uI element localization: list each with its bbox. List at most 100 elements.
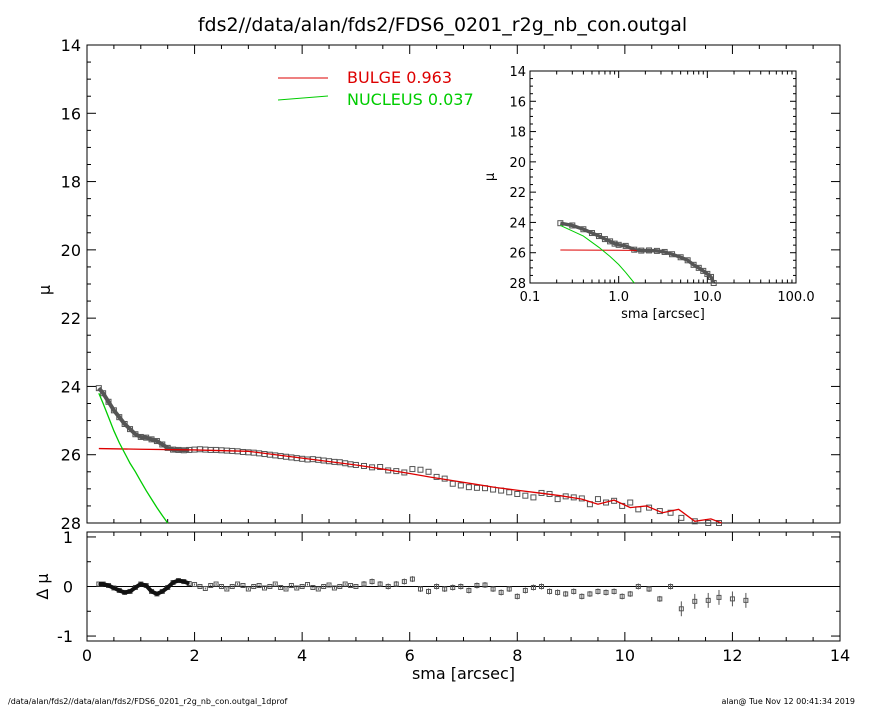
main-data-band: [97, 386, 190, 453]
residual-point: [530, 584, 536, 590]
residual-point: [555, 589, 561, 595]
residual-point: [272, 581, 278, 587]
residual-point: [595, 588, 601, 594]
residual-point: [458, 584, 464, 589]
main-data-point: [678, 514, 685, 521]
main-data-point: [627, 499, 634, 506]
main-ytick-label: 16: [61, 104, 81, 123]
inset-xtick-label: 0.1: [520, 290, 541, 305]
residual-xlabel: sma [arcsec]: [412, 664, 515, 683]
main-bulge-line: [98, 447, 722, 524]
residual-point: [245, 586, 251, 592]
residual-xtick-label: 10: [615, 646, 635, 665]
residual-point: [192, 582, 198, 588]
residual-point: [331, 585, 337, 591]
residual-xtick-label: 8: [512, 646, 522, 665]
residual-point: [267, 584, 273, 589]
main-data-point: [594, 496, 601, 503]
inset-ytick-label: 26: [509, 247, 526, 262]
residual-point: [353, 584, 359, 589]
residual-point: [197, 584, 203, 589]
residual-xtick-label: 0: [82, 646, 92, 665]
main-data-point: [239, 448, 246, 455]
residual-xtick-label: 2: [189, 646, 199, 665]
inset-ytick-label: 18: [509, 126, 526, 141]
inset-ytick-label: 24: [509, 216, 526, 231]
residual-xtick-label: 14: [830, 646, 850, 665]
main-ytick-label: 28: [61, 514, 81, 533]
legend-label-bulge: BULGE 0.963: [347, 68, 452, 87]
inset-ytick-label: 14: [509, 65, 526, 80]
residual-point: [251, 584, 257, 589]
residual-point: [208, 583, 214, 589]
main-ytick-label: 20: [61, 241, 81, 260]
residual-point: [278, 584, 284, 590]
inset-data-band: [560, 221, 716, 284]
residual-point: [587, 591, 593, 597]
residual-point: [563, 591, 569, 597]
residual-point: [261, 585, 267, 591]
main-data-point: [245, 449, 252, 456]
residual-point: [522, 587, 528, 593]
residual-point: [678, 606, 684, 612]
residual-point: [409, 576, 415, 582]
main-ytick-label: 22: [61, 309, 81, 328]
residual-point: [603, 589, 609, 595]
main-data-point: [377, 464, 384, 471]
residual-point: [434, 584, 440, 589]
residual-point: [229, 584, 235, 589]
residual-point: [315, 586, 321, 592]
main-data-point: [196, 446, 203, 453]
main-data-point: [409, 466, 416, 473]
inset-nucleus-line: [560, 225, 635, 284]
residual-point: [321, 584, 327, 589]
main-data-point: [506, 489, 513, 496]
residual-point: [299, 584, 305, 589]
residual-point: [213, 581, 219, 587]
residual-point: [377, 581, 383, 587]
residual-point: [326, 582, 332, 588]
residual-point: [361, 581, 367, 587]
main-data-point: [554, 496, 561, 503]
residual-point: [490, 586, 496, 592]
footer-timestamp: alan@ Tue Nov 12 00:41:34 2019: [721, 697, 855, 706]
main-ylabel: μ: [35, 285, 54, 295]
residual-xtick-label: 6: [405, 646, 415, 665]
residual-point: [668, 584, 674, 589]
residual-point: [417, 586, 423, 592]
residual-point: [619, 593, 625, 599]
main-data-point: [705, 520, 712, 526]
residual-dense-band: [98, 578, 190, 596]
residual-point: [506, 586, 512, 592]
main-data-point: [514, 490, 521, 497]
residual-point: [466, 587, 472, 593]
residual-point: [305, 582, 311, 588]
main-nucleus-line: [98, 393, 169, 524]
residual-point: [743, 597, 749, 603]
main-data-point: [425, 468, 432, 475]
legend-label-nucleus: NUCLEUS 0.037: [347, 90, 474, 109]
inset-frame: [529, 70, 797, 284]
residual-point: [310, 584, 316, 590]
residual-ytick-label: 1: [63, 528, 73, 547]
main-data-point: [530, 494, 537, 501]
residual-point: [482, 582, 488, 588]
residual-point: [401, 579, 407, 585]
residual-point: [256, 583, 262, 589]
residual-point: [224, 586, 230, 592]
main-data-point: [457, 482, 464, 489]
residual-point: [426, 588, 432, 594]
residual-xtick-label: 4: [297, 646, 307, 665]
residual-point: [627, 591, 633, 597]
inset-ylabel: μ: [483, 173, 498, 181]
residual-point: [571, 588, 577, 594]
residual-point: [635, 584, 641, 589]
main-ytick-label: 24: [61, 377, 81, 396]
inset-ytick-label: 16: [509, 95, 526, 110]
inset-xtick-label: 100.0: [777, 290, 814, 305]
residual-point: [337, 584, 343, 589]
residual-point: [369, 579, 375, 585]
inset-xtick-label: 1.0: [608, 290, 629, 305]
main-data-point: [667, 509, 674, 516]
